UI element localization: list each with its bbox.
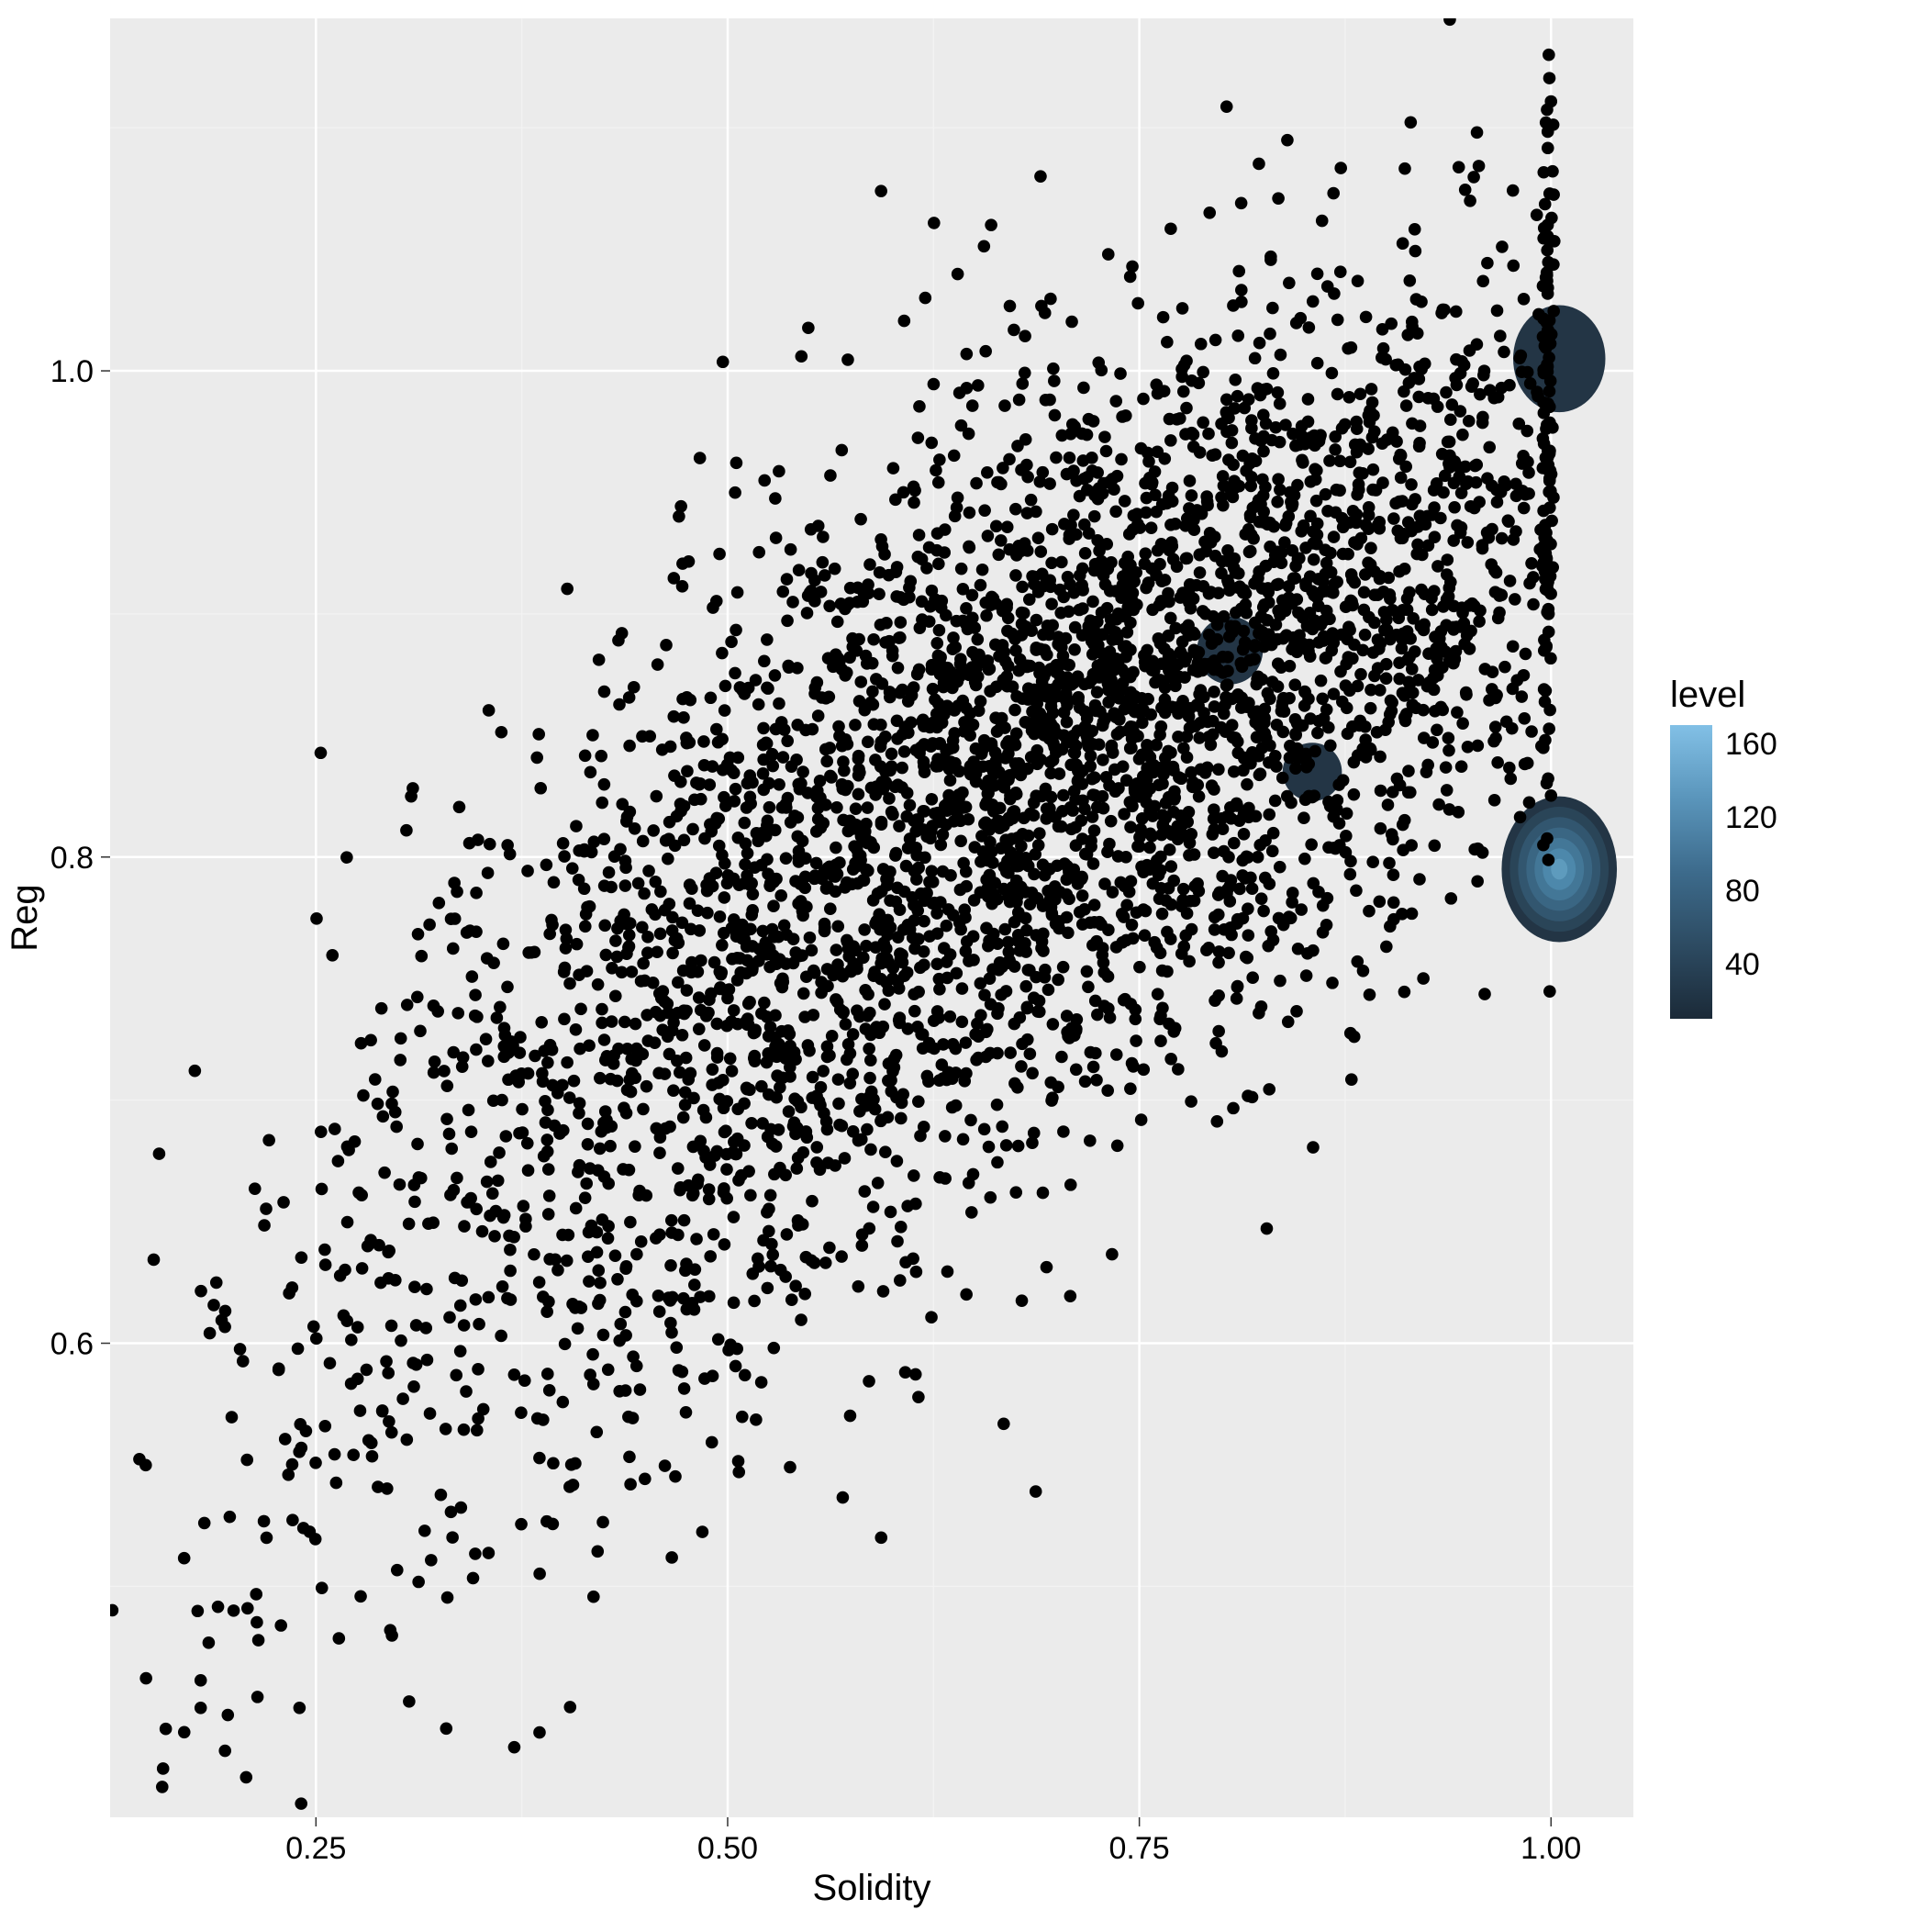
legend-title: level [1670, 675, 1745, 715]
legend-tick-label: 40 [1725, 947, 1760, 982]
x-tick-label: 1.00 [1520, 1831, 1581, 1866]
y-tick-label: 1.0 [50, 354, 94, 389]
x-axis-ticks: 0.25 0.50 0.75 1.00 [285, 1817, 1581, 1866]
x-tick-label: 0.50 [697, 1831, 758, 1866]
y-axis-title: Reg [5, 884, 45, 951]
legend-tick-label: 160 [1725, 727, 1777, 762]
legend-tick-label: 120 [1725, 800, 1777, 835]
legend-colorbar [1670, 725, 1712, 1019]
y-tick-label: 0.6 [50, 1327, 94, 1362]
scatter-density-chart: 0.250.500.751.00 0.60.81.0 Solidity Reg … [0, 0, 1927, 1927]
density-contour [1513, 306, 1605, 413]
x-tick-label: 0.75 [1109, 1831, 1170, 1866]
chart-svg: 0.250.500.751.00 0.60.81.0 Solidity Reg … [0, 0, 1927, 1927]
x-tick-label: 0.25 [285, 1831, 346, 1866]
x-axis-title: Solidity [813, 1868, 931, 1908]
legend-ticks: 40 80 120 160 [1712, 727, 1777, 982]
y-axis-ticks: 0.6 0.8 1.0 [50, 354, 110, 1361]
y-tick-label: 0.8 [50, 841, 94, 876]
legend-tick-label: 80 [1725, 874, 1760, 909]
color-legend: level 40 80 120 160 [1670, 675, 1777, 1019]
